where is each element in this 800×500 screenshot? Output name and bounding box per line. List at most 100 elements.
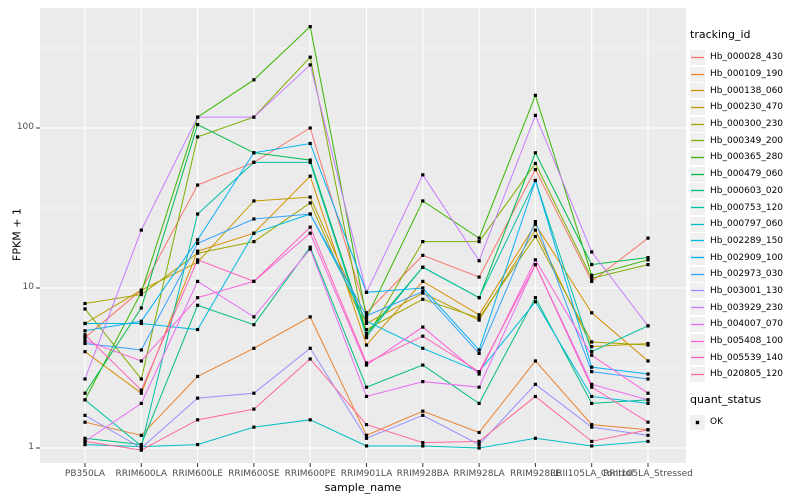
data-point [364,433,369,437]
data-point [364,327,369,332]
data-point [196,279,200,283]
legend-title: tracking_id [690,28,751,41]
data-point [196,238,200,242]
data-point [139,359,143,363]
y-tick-label: 100 [16,122,34,132]
data-point [83,321,87,326]
data-point [533,113,537,117]
data-point [421,199,425,203]
data-point [252,315,256,319]
data-point [308,247,312,251]
line-swatch-icon [691,240,704,242]
legend-entries: Hb_000028_430 Hb_000109_190 Hb_000138_060 H… [690,49,800,383]
data-point [139,377,143,381]
data-point [308,231,312,235]
data-point [421,441,425,445]
data-point [646,343,650,347]
data-point [308,245,312,249]
legend-entry-label: Hb_002909_100 [710,252,784,263]
data-point [533,234,537,239]
quant-status-legend: quant_status OK [690,393,800,431]
line-swatch-icon [691,73,704,75]
data-point [590,365,594,369]
data-point [308,63,312,67]
legend-entry: Hb_000230_470 [690,99,800,116]
data-point [646,401,650,405]
data-point [364,361,369,365]
data-point [196,183,200,187]
line-swatch-icon [691,323,704,325]
data-point [590,340,594,344]
data-point [590,353,594,357]
data-point [421,253,425,257]
data-point [83,420,87,424]
line-swatch-icon [691,290,704,292]
legend-color-swatch [690,166,705,182]
data-point [83,391,87,395]
legend-entry-label: Hb_000753_120 [710,202,784,213]
data-point [421,286,425,290]
data-point [646,433,650,437]
data-point [364,314,369,318]
data-point [252,391,256,395]
data-point [196,443,200,447]
data-point [646,324,650,328]
data-point [533,178,537,183]
line-swatch-icon [691,206,704,209]
legend-entry-label: Hb_000365_280 [710,152,784,163]
data-point [83,329,87,333]
x-tick-label: RRIM928BA [396,469,450,479]
legend-entry: Hb_020805_120 [690,366,800,383]
x-tick-label: RRII105LA_Control [549,469,634,479]
data-point [590,444,594,448]
data-point [421,334,425,338]
quant-legend-title: quant_status [690,392,762,406]
data-point [364,363,369,367]
data-point [139,388,143,392]
legend-entry: Hb_000109_190 [690,66,800,83]
data-point [364,444,369,448]
data-point [477,239,481,244]
data-point [196,123,200,127]
legend-entry-label: Hb_000797_060 [710,219,784,230]
data-point [590,401,594,405]
legend: tracking_id Hb_000028_430 Hb_000109_190 Hb… [690,28,800,430]
data-point [590,250,594,254]
data-point [421,279,425,283]
data-point [83,377,87,381]
legend-color-swatch [690,350,705,366]
data-point [646,420,650,424]
legend-color-swatch [690,366,705,382]
data-point [83,436,87,440]
legend-entry: Hb_000479_060 [690,166,800,183]
data-point [421,289,425,294]
x-axis-title: sample_name [324,481,402,494]
line-swatch-icon [691,307,704,309]
legend-color-swatch [690,250,705,266]
data-point [364,290,369,294]
data-point [590,394,594,399]
data-point [308,346,312,350]
data-point [590,345,594,349]
data-point [533,258,537,262]
legend-color-swatch [690,49,705,65]
data-point [196,418,200,422]
plot-panel [36,8,686,467]
y-tick-label: 1 [28,442,34,452]
x-tick-label: RRIM928LA [453,469,505,479]
legend-entry-label: Hb_002973_030 [710,269,784,280]
line-swatch-icon [691,190,704,192]
legend-entry: Hb_000753_120 [690,199,800,216]
data-point [364,343,369,347]
data-point [533,382,537,386]
data-point [421,325,425,329]
data-point [308,160,312,164]
data-point [421,265,425,269]
data-point [533,220,537,224]
line-swatch-icon [691,273,704,275]
x-tick-label: RRIM901LA [340,469,393,479]
data-point [533,151,537,155]
data-point [477,275,481,279]
data-point [533,394,537,399]
